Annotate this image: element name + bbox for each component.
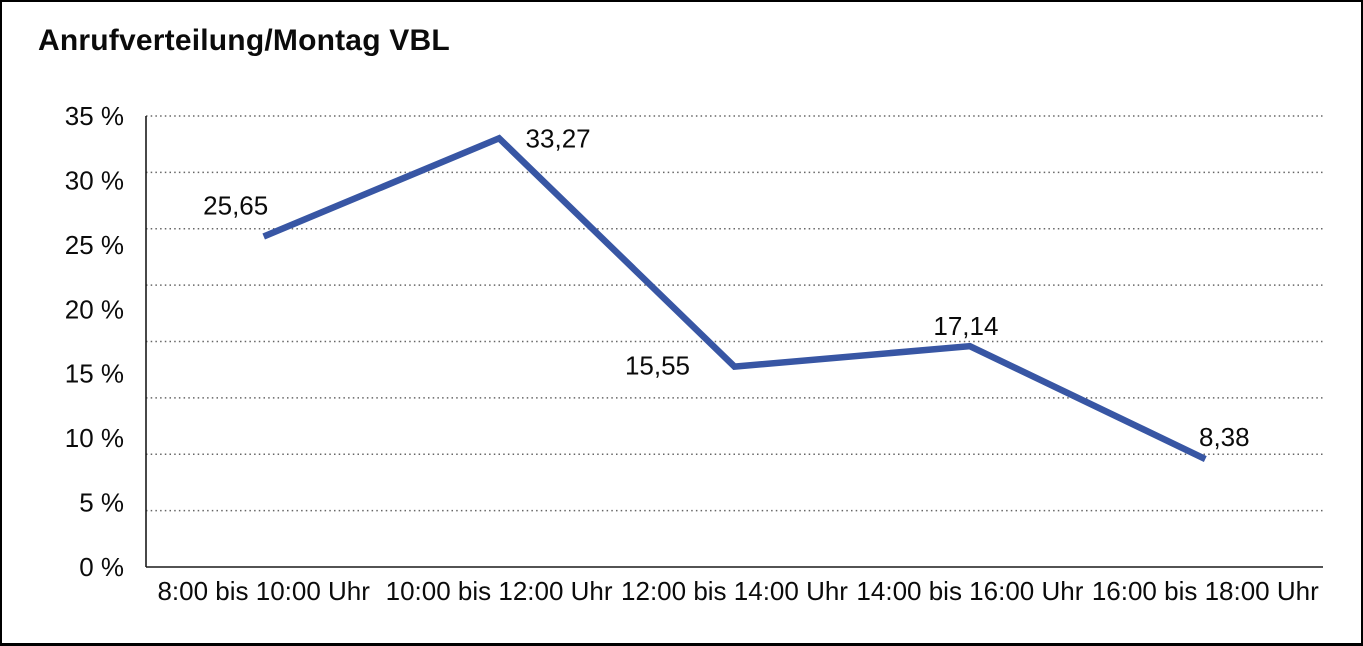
y-axis-tick-label: 25 % <box>65 230 124 260</box>
y-axis-tick-label: 35 % <box>65 101 124 131</box>
y-axis-tick-label: 0 % <box>79 552 124 582</box>
chart-title: Anrufverteilung/Montag VBL <box>38 24 450 57</box>
data-point-label: 8,38 <box>1199 422 1250 452</box>
y-axis-tick-label: 15 % <box>65 359 124 389</box>
x-axis-category-label: 14:00 bis 16:00 Uhr <box>856 576 1083 606</box>
y-axis-tick-label: 20 % <box>65 294 124 324</box>
x-axis-category-label: 8:00 bis 10:00 Uhr <box>157 576 370 606</box>
data-point-label: 15,55 <box>625 351 690 381</box>
y-axis-tick-label: 30 % <box>65 165 124 195</box>
data-point-label: 33,27 <box>526 123 591 153</box>
data-point-label: 17,14 <box>933 311 998 341</box>
data-point-label: 25,65 <box>203 190 268 220</box>
y-axis-tick-label: 5 % <box>79 488 124 518</box>
x-axis-category-label: 12:00 bis 14:00 Uhr <box>621 576 848 606</box>
data-line <box>262 134 1207 462</box>
x-axis-category-label: 10:00 bis 12:00 Uhr <box>386 576 613 606</box>
x-axis-category-label: 16:00 bis 18:00 Uhr <box>1092 576 1319 606</box>
y-axis-tick-label: 10 % <box>65 423 124 453</box>
